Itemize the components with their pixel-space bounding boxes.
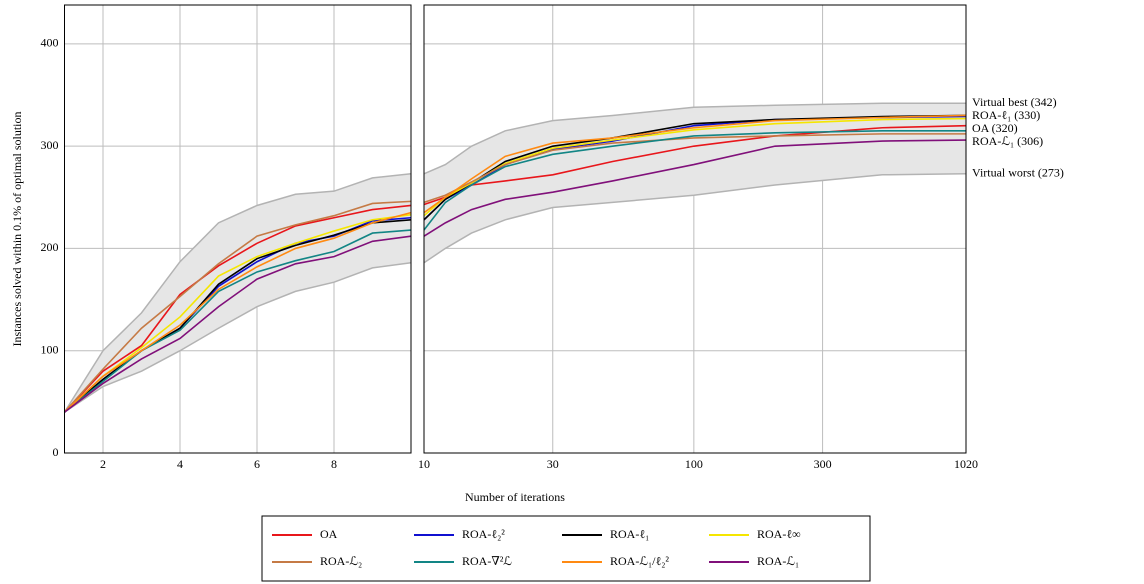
end-label: ROA-ℒ₁ (306) [972,134,1043,148]
legend-label: OA [320,527,338,541]
legend-label: ROA-ℒ₂ [320,554,362,568]
legend-label: ROA-ℒ₁/ℓ₂² [610,554,669,568]
plot-frame [64,4,412,454]
legend-label: ROA-ℓ₂² [462,527,505,541]
band-upper [423,102,966,175]
y-tick-label: 0 [53,445,59,459]
end-label: Virtual best (342) [972,95,1057,109]
y-tick-label: 100 [41,342,59,356]
series-line [64,235,412,413]
end-label: ROA-ℓ₁ (330) [972,108,1040,122]
y-tick-label: 400 [41,36,59,50]
x-tick-label: 30 [547,457,559,471]
legend-label: ROA-ℓ₁ [610,527,649,541]
end-label: Virtual worst (273) [972,166,1064,180]
x-tick-label: 8 [331,457,337,471]
legend-label: ROA-ℓ∞ [757,527,801,541]
legend-label: ROA-∇²ℒ [462,554,512,568]
band-lower [64,262,412,413]
series-line [423,117,967,217]
series-line [63,211,412,413]
x-tick-label: 10 [418,457,430,471]
plot-frame [423,4,967,454]
y-tick-label: 300 [41,138,59,152]
x-tick-label: 300 [814,457,832,471]
x-tick-label: 100 [685,457,703,471]
legend-box [261,515,871,582]
x-tick-label: 1020 [954,457,978,471]
series-line [64,229,412,413]
band-lower [423,173,967,264]
series-line [63,200,412,413]
series-line [423,139,967,237]
legend-label: ROA-ℒ₁ [757,554,799,568]
end-label: OA (320) [972,121,1018,135]
band-upper [63,173,412,413]
x-tick-label: 4 [177,457,183,471]
x-tick-label: 6 [254,457,260,471]
x-tick-label: 2 [100,457,106,471]
series-line [423,130,966,231]
series-line [63,213,412,413]
y-axis-label: Instances solved within 0.1% of optimal … [10,112,24,347]
x-axis-label: Number of iterations [465,490,565,504]
y-tick-label: 200 [41,240,59,254]
series-line [63,204,412,413]
series-line [423,114,967,214]
series-line [423,114,967,221]
